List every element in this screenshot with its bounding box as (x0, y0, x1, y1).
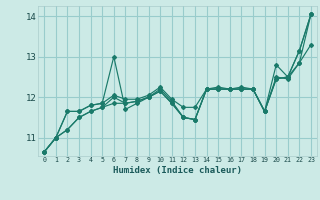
X-axis label: Humidex (Indice chaleur): Humidex (Indice chaleur) (113, 166, 242, 175)
